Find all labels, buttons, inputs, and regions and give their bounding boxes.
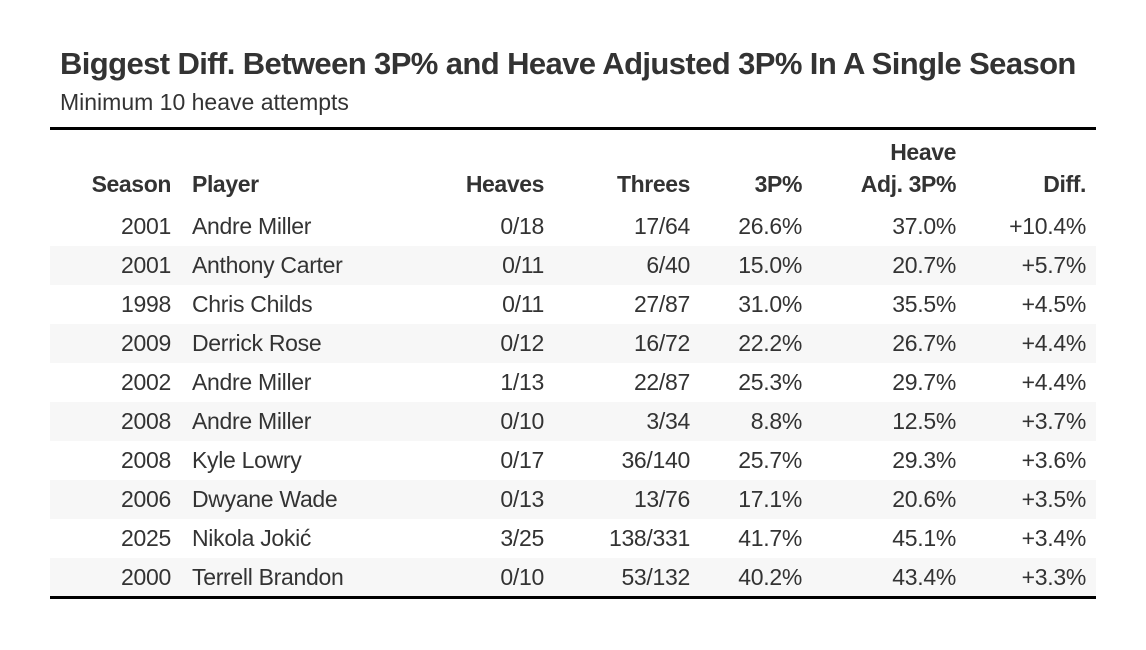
cell-pct: 17.1% [738,486,802,512]
cell-season: 2008 [121,408,171,434]
cell-threes: 138/331 [608,525,690,551]
cell-adj: 35.5% [892,291,956,317]
cell-player: Nikola Jokić [192,525,312,551]
table-row: 2009 Derrick Rose 0/12 16/72 22.2% 26.7% +4.4% [50,324,1096,363]
cell-adj: 29.7% [892,369,956,395]
cell-pct: 8.8% [750,408,803,434]
cell-season: 2001 [121,252,171,278]
cell-player: Kyle Lowry [192,447,302,473]
table-row: 2002 Andre Miller 1/13 22/87 25.3% 29.7% +4.4% [50,363,1096,402]
cell-season: 2001 [121,213,171,239]
column-header-top-adj: Heave [890,139,956,165]
column-header-adj: Adj. 3P% [860,171,957,197]
cell-heaves: 0/10 [500,408,544,434]
top-rule [50,127,1096,130]
cell-adj: 37.0% [892,213,956,239]
table-row: 2000 Terrell Brandon 0/10 53/132 40.2% 43.4% +… [50,558,1096,597]
cell-threes: 13/76 [633,486,690,512]
cell-season: 2025 [121,525,171,551]
cell-player: Terrell Brandon [192,564,344,590]
cell-diff: +10.4% [1009,213,1086,239]
cell-season: 2002 [121,369,171,395]
table-row: 1998 Chris Childs 0/11 27/87 31.0% 35.5% +4.5% [50,285,1096,324]
table-row: 2008 Andre Miller 0/10 3/34 8.8% 12.5% +3.7% [50,402,1096,441]
cell-adj: 45.1% [892,525,956,551]
column-header-season: Season [91,171,172,197]
cell-threes: 22/87 [633,369,690,395]
cell-player: Andre Miller [192,213,312,239]
cell-heaves: 1/13 [500,369,544,395]
cell-diff: +4.5% [1021,291,1087,317]
cell-season: 2006 [121,486,171,512]
cell-pct: 15.0% [738,252,802,278]
cell-diff: +3.3% [1021,564,1087,590]
cell-threes: 36/140 [621,447,690,473]
cell-diff: +4.4% [1021,330,1087,356]
column-header-threes: Threes [616,171,690,197]
table-row: 2008 Kyle Lowry 0/17 36/140 25.7% 29.3% +3.6% [50,441,1096,480]
table-title: Biggest Diff. Between 3P% and Heave Adju… [60,46,1076,81]
cell-heaves: 0/13 [500,486,544,512]
cell-pct: 25.3% [738,369,802,395]
cell-diff: +3.4% [1021,525,1087,551]
bottom-rule [50,596,1096,599]
column-header-player: Player [192,171,259,197]
cell-heaves: 0/10 [500,564,544,590]
cell-adj: 26.7% [892,330,956,356]
cell-heaves: 0/18 [500,213,544,239]
cell-pct: 22.2% [738,330,802,356]
cell-player: Dwyane Wade [192,486,338,512]
cell-heaves: 3/25 [500,525,544,551]
cell-pct: 25.7% [738,447,802,473]
cell-threes: 17/64 [633,213,690,239]
cell-adj: 20.6% [892,486,956,512]
cell-threes: 6/40 [646,252,690,278]
cell-player: Derrick Rose [192,330,322,356]
cell-pct: 26.6% [738,213,802,239]
cell-diff: +4.4% [1021,369,1087,395]
cell-season: 2009 [121,330,171,356]
table-row: 2006 Dwyane Wade 0/13 13/76 17.1% 20.6% +3.5% [50,480,1096,519]
table-row: 2001 Andre Miller 0/18 17/64 26.6% 37.0% +10.4… [50,207,1096,246]
cell-threes: 3/34 [646,408,690,434]
cell-pct: 41.7% [738,525,802,551]
cell-player: Anthony Carter [192,252,343,278]
table-row: 2001 Anthony Carter 0/11 6/40 15.0% 20.7% +5.7… [50,246,1096,285]
column-header-diff: Diff. [1043,171,1086,197]
cell-diff: +3.7% [1021,408,1087,434]
column-header-pct: 3P% [754,171,803,197]
cell-adj: 43.4% [892,564,956,590]
cell-threes: 27/87 [633,291,690,317]
column-header-heaves: Heaves [465,171,545,197]
cell-heaves: 0/11 [502,291,544,317]
cell-season: 1998 [121,291,171,317]
cell-diff: +3.5% [1021,486,1087,512]
cell-adj: 12.5% [892,408,956,434]
cell-diff: +5.7% [1021,252,1087,278]
cell-diff: +3.6% [1021,447,1087,473]
cell-season: 2008 [121,447,171,473]
table-subtitle: Minimum 10 heave attempts [60,89,349,115]
cell-adj: 29.3% [892,447,956,473]
table-row: 2025 Nikola Jokić 3/25 138/331 41.7% 45.1% +3.… [50,519,1096,558]
cell-player: Andre Miller [192,369,312,395]
cell-player: Andre Miller [192,408,312,434]
cell-adj: 20.7% [892,252,956,278]
cell-season: 2000 [121,564,171,590]
cell-player: Chris Childs [192,291,313,317]
cell-heaves: 0/12 [500,330,544,356]
cell-threes: 16/72 [633,330,690,356]
cell-pct: 31.0% [738,291,802,317]
cell-heaves: 0/11 [502,252,544,278]
cell-pct: 40.2% [738,564,802,590]
cell-threes: 53/132 [621,564,690,590]
cell-heaves: 0/17 [500,447,544,473]
